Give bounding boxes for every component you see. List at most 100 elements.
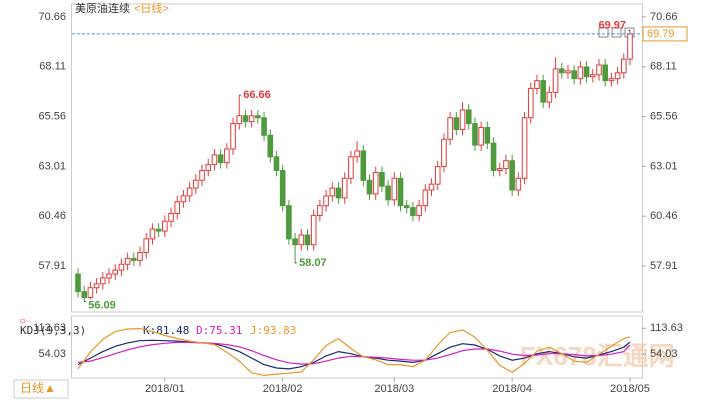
candle-body <box>87 287 94 298</box>
last-price-box <box>642 26 688 42</box>
candle-body <box>527 87 534 119</box>
period-button[interactable]: 日线▲ <box>20 381 56 395</box>
y-tick-label: 65.56 <box>38 110 66 122</box>
y-tick-label-right: 60.46 <box>650 210 678 222</box>
candle-body <box>261 117 267 136</box>
candle-body <box>372 171 379 195</box>
indicator-tick-label: 113.63 <box>33 322 66 334</box>
y-tick-label: 60.46 <box>38 210 66 222</box>
candle-body <box>565 70 571 74</box>
candle-body <box>211 154 218 166</box>
candle-body <box>484 127 491 144</box>
candle-body <box>174 201 181 214</box>
y-tick-label-right: 65.56 <box>650 110 678 122</box>
icon[interactable] <box>598 27 609 38</box>
candle-body <box>230 123 236 150</box>
candle-body <box>360 150 367 181</box>
y-tick-label-right: 57.91 <box>650 260 678 272</box>
candle-body <box>81 291 88 298</box>
candle-body <box>255 115 261 119</box>
candle-body <box>341 177 348 199</box>
candle-body <box>627 33 633 60</box>
period-button-box[interactable] <box>13 379 69 399</box>
candle-body <box>217 154 224 164</box>
candle-body <box>379 171 385 187</box>
candle-body <box>236 115 243 125</box>
candle-body <box>329 187 336 197</box>
extreme-label: 56.09 <box>88 300 116 312</box>
candle-body <box>490 142 497 171</box>
candle-body <box>317 205 323 216</box>
legend-entry: D:75.31 <box>196 324 242 337</box>
candle-body <box>310 214 317 246</box>
candle-body <box>323 195 329 207</box>
candle-body <box>534 80 540 89</box>
candle-body <box>286 205 292 240</box>
candle-body <box>434 166 441 185</box>
candle-body <box>224 148 230 164</box>
candle-body <box>602 64 608 82</box>
candle-body <box>199 169 205 181</box>
indicator-frame <box>71 315 643 379</box>
candle-body <box>155 228 162 232</box>
indicator-name: KDJ(9,3,3) <box>20 324 86 337</box>
candle-body <box>596 64 602 76</box>
y-tick-label: 63.01 <box>38 160 66 172</box>
candle-body <box>546 91 553 103</box>
candle-body <box>416 205 422 216</box>
indicator-icon[interactable]: ☼ <box>18 316 27 327</box>
candle-body <box>503 160 509 170</box>
period-label: <日线> <box>134 1 169 15</box>
candle-body <box>577 66 584 80</box>
candle-body <box>292 238 298 246</box>
candle-body <box>348 156 354 179</box>
x-tick-label: 2018/04 <box>492 383 532 395</box>
y-tick-label: 70.66 <box>38 11 66 23</box>
candle-body <box>100 277 106 285</box>
candle-body <box>335 187 342 199</box>
candle-body <box>447 117 453 140</box>
candle-body <box>515 177 522 191</box>
candle-body <box>589 74 596 78</box>
candle-body <box>298 234 305 246</box>
candle-body <box>620 58 627 74</box>
candle-body <box>558 68 565 74</box>
icon[interactable] <box>611 27 622 38</box>
x-tick-label: 2018/01 <box>145 383 185 395</box>
candle-body <box>583 66 590 78</box>
candle-body <box>422 189 429 207</box>
price-frame <box>71 3 643 313</box>
indicator-line <box>77 341 631 365</box>
last-price-label: 69.79 <box>647 28 675 40</box>
candle-body <box>509 160 515 191</box>
candle-body <box>193 179 199 189</box>
candle-body <box>608 78 615 82</box>
candle-body <box>410 207 416 216</box>
extreme-label: 66.66 <box>243 89 271 101</box>
candle-body <box>540 80 546 103</box>
candle-body <box>496 168 503 171</box>
candle-body <box>304 234 311 246</box>
candle-body <box>478 127 484 146</box>
candle-body <box>248 115 255 123</box>
candle-body <box>106 273 112 279</box>
indicator-tick-label-right: 113.63 <box>650 322 683 334</box>
candle-body <box>180 195 187 203</box>
extreme-label: 58.07 <box>299 257 327 269</box>
candle-body <box>273 156 280 171</box>
candle-body <box>118 263 125 271</box>
x-tick-label: 2018/05 <box>610 383 650 395</box>
indicator-tick-label-right: 54.03 <box>650 348 678 360</box>
candle-body <box>137 252 143 261</box>
x-tick-label: 2018/02 <box>263 383 303 395</box>
y-tick-label-right: 68.11 <box>650 61 677 73</box>
candle-body <box>453 117 460 130</box>
candle-body <box>242 115 249 123</box>
candle-body <box>472 123 478 146</box>
candle-body <box>385 185 391 201</box>
candle-body <box>465 109 472 125</box>
indicator-tick-label: 54.03 <box>38 348 66 360</box>
candle-body <box>403 205 410 209</box>
candle-body <box>279 169 286 207</box>
